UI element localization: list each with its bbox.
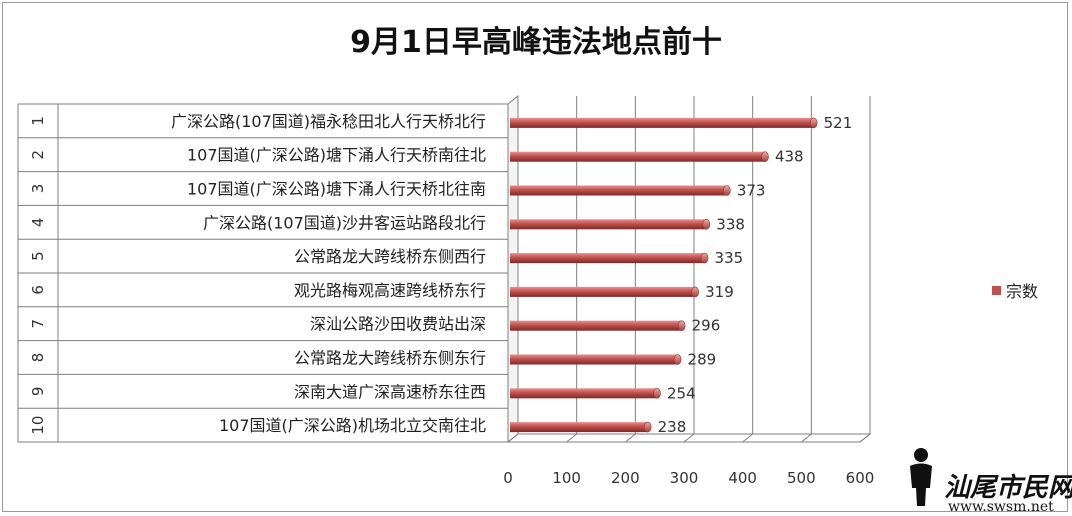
bar-cap	[702, 219, 711, 230]
bar-cap	[643, 421, 652, 433]
bar-body	[510, 253, 705, 264]
data-label: 338	[716, 215, 745, 233]
legend-label: 宗数	[1006, 282, 1038, 301]
bar-body	[510, 354, 678, 365]
x-tick-label: 0	[503, 469, 513, 487]
rank-label: 2	[29, 150, 47, 160]
bar-body	[510, 388, 658, 399]
bar-body	[510, 286, 696, 297]
data-label: 238	[658, 418, 687, 436]
rank-label: 1	[29, 116, 47, 126]
data-label: 296	[692, 317, 721, 335]
rank-label: 8	[29, 353, 47, 363]
rank-label: 9	[29, 387, 47, 397]
floor-gridline	[625, 433, 636, 443]
bar	[510, 286, 699, 298]
rank-label: 6	[29, 285, 47, 295]
category-label: 深汕公路沙田收费站出深	[310, 315, 486, 334]
category-label: 深南大道广深高速桥东往西	[294, 382, 486, 401]
data-label: 373	[737, 182, 766, 200]
bar-cap	[691, 286, 699, 298]
bar-body	[510, 422, 648, 433]
watermark: 汕尾市民网 www.swsm.net	[910, 448, 1072, 515]
x-tick-label: 600	[846, 469, 875, 487]
data-label: 438	[775, 148, 804, 166]
chart-title: 9月1日早高峰违法地点前十	[350, 25, 722, 60]
bar	[510, 117, 818, 129]
bar-cap	[673, 354, 682, 365]
data-label: 289	[688, 351, 717, 369]
bar-body	[510, 219, 707, 230]
rank-label: 4	[29, 218, 47, 228]
watermark-url: www.swsm.net	[948, 499, 1054, 515]
bar-body	[510, 117, 814, 128]
data-label: 319	[705, 283, 734, 301]
category-label: 107国道(广深公路)塘下涌人行天桥南往北	[187, 146, 486, 165]
bar-cap	[653, 387, 661, 399]
x-tick-label: 300	[670, 469, 699, 487]
data-label: 254	[667, 384, 696, 402]
x-tick-label: 400	[728, 469, 757, 487]
bar	[510, 219, 711, 230]
category-label: 公常路龙大跨线桥东侧东行	[294, 349, 486, 368]
category-label: 观光路梅观高速跨线桥东行	[294, 281, 486, 300]
floor-gridline	[566, 433, 577, 443]
bar-body	[510, 185, 727, 196]
watermark-text: 汕尾市民网	[944, 473, 1072, 503]
rank-label: 10	[29, 416, 47, 435]
x-tick-label: 500	[787, 469, 816, 487]
bars-layer: 521 438 373 338 335 319 296 289 254 238	[510, 114, 852, 436]
floor-gridline	[742, 433, 753, 443]
legend-swatch	[992, 286, 1001, 295]
bar	[510, 252, 709, 264]
bar-cap	[700, 252, 709, 264]
bar-body	[510, 151, 765, 162]
category-label: 广深公路(107国道)沙井客运站路段北行	[203, 213, 486, 232]
data-label: 521	[824, 114, 853, 132]
x-tick-label: 100	[552, 469, 581, 487]
rank-label: 7	[29, 319, 47, 329]
category-label: 广深公路(107国道)福永稔田北人行天桥北行	[171, 112, 486, 131]
category-label: 公常路龙大跨线桥东侧西行	[294, 247, 486, 266]
bar-cap	[761, 151, 769, 162]
bar	[510, 185, 731, 196]
legend: 宗数	[992, 282, 1038, 301]
floor-gridline	[683, 433, 695, 443]
bar	[510, 354, 682, 365]
floor-gridline	[801, 433, 812, 443]
data-label: 335	[715, 249, 744, 267]
bar	[510, 387, 661, 399]
x-axis-ticks: 0 100 200 300 400 500 600	[503, 469, 874, 487]
category-label: 107国道(广深公路)塘下涌人行天桥北往南	[187, 180, 486, 199]
bar-cap	[723, 185, 731, 196]
category-label: 107国道(广深公路)机场北立交南往北	[219, 416, 486, 435]
bar-cap	[677, 320, 686, 332]
person-silhouette-icon	[910, 448, 932, 506]
bar-body	[510, 320, 682, 331]
bar	[510, 320, 686, 332]
x-tick-label: 200	[611, 469, 640, 487]
bar-cap	[809, 117, 818, 129]
bar	[510, 421, 652, 433]
rank-label: 5	[29, 251, 47, 261]
category-label-table: 1 广深公路(107国道)福永稔田北人行天桥北行 2 107国道(广深公路)塘下涌人行…	[17, 103, 509, 443]
bar	[510, 151, 769, 162]
rank-label: 3	[29, 184, 47, 194]
floor	[506, 433, 872, 443]
